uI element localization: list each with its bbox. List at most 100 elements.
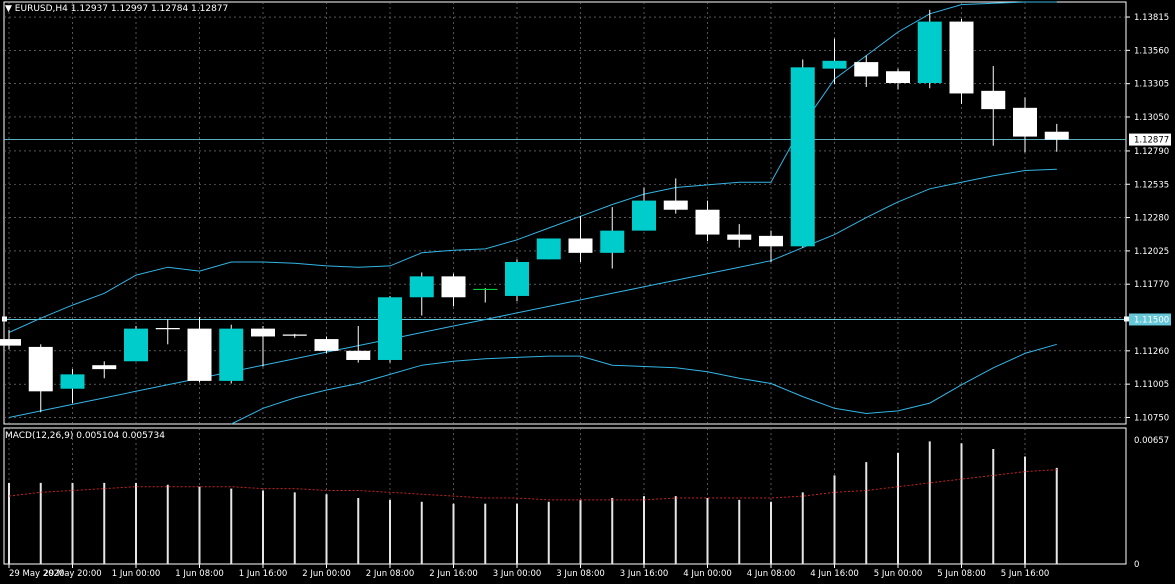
level-handle-right: [1124, 316, 1129, 322]
candle-body: [441, 276, 466, 298]
candle-body: [409, 276, 434, 298]
candle: [886, 68, 910, 90]
candle: [314, 336, 339, 354]
candle-body: [632, 200, 656, 231]
x-tick-label: 4 Jun 08:00: [747, 569, 796, 579]
bollinger-lower-line: [231, 343, 1057, 425]
y-tick-label: 1.10750: [1134, 413, 1169, 423]
candle-body: [251, 328, 275, 337]
candle-body: [124, 328, 148, 362]
x-tick-label: 2 Jun 00:00: [302, 569, 351, 579]
bollinger-upper-line: [8, 1, 1057, 333]
current-price-tag: [1129, 133, 1171, 146]
x-tick-label: 3 Jun 16:00: [620, 569, 669, 579]
y-tick-label: 1.12025: [1134, 247, 1169, 257]
candle-body: [1013, 107, 1037, 137]
candle-body: [536, 238, 561, 260]
x-tick-label: 3 Jun 08:00: [556, 569, 605, 579]
macd-values: 0.005104 0.005734: [76, 431, 165, 441]
candle-body: [92, 365, 117, 370]
candle-body: [346, 350, 371, 360]
candle-body: [28, 346, 53, 392]
candle: [790, 59, 815, 248]
level-handle-left: [2, 316, 7, 322]
candle-body: [886, 71, 910, 84]
y-tick-label: 1.12535: [1134, 180, 1169, 190]
x-tick-label: 29 May 2020: [9, 569, 64, 579]
candle-body: [568, 238, 593, 253]
candle-body: [60, 374, 85, 389]
x-tick-label: 2 Jun 08:00: [366, 569, 415, 579]
x-tick-label: 4 Jun 16:00: [810, 569, 859, 579]
x-tick-label: 3 Jun 00:00: [493, 569, 542, 579]
candle: [1044, 123, 1069, 152]
y-tick-label: 1.13815: [1134, 13, 1169, 23]
candle: [124, 326, 148, 362]
candle-body: [759, 235, 783, 247]
candle-body: [695, 209, 720, 235]
candle: [1013, 97, 1037, 153]
candle: [536, 238, 561, 260]
candle: [155, 319, 180, 345]
candle: [187, 316, 212, 383]
x-tick-label: 1 Jun 08:00: [175, 569, 224, 579]
candle-body: [790, 67, 815, 247]
price-panel-frame: [3, 1, 1127, 425]
macd-panel-frame: [3, 427, 1127, 565]
candle-body: [949, 21, 974, 94]
candle-body: [505, 261, 529, 296]
x-tick-label: 2 Jun 16:00: [429, 569, 478, 579]
candle-body: [600, 230, 625, 253]
y-tick-label: 1.13560: [1134, 46, 1169, 56]
symbol-label: EURUSD,H4: [14, 4, 68, 14]
macd-signal-line: [8, 469, 1057, 501]
current-price-label: 1.12877: [1134, 136, 1169, 146]
candle: [92, 361, 117, 379]
y-tick-label: 1.11005: [1134, 380, 1169, 390]
candle-body: [727, 234, 752, 240]
macd-y-tick-label: 0: [1134, 560, 1139, 570]
candle-body: [0, 339, 21, 346]
x-tick-label: 1 Jun 00:00: [112, 569, 161, 579]
candle: [505, 259, 529, 302]
candle: [759, 230, 783, 262]
symbol-header: ▼ EURUSD,H4 1.12937 1.12997 1.12784 1.12…: [5, 4, 228, 14]
macd-y-tick-label: 0.00657: [1134, 436, 1169, 446]
bollinger-middle-line: [8, 168, 1057, 418]
level-price-label: 1.11500: [1134, 315, 1169, 325]
candle-body: [1044, 131, 1069, 140]
candle-body: [917, 21, 942, 84]
candle: [28, 344, 53, 413]
candle: [441, 273, 466, 307]
dropdown-triangle-icon[interactable]: ▼: [5, 4, 12, 14]
candle: [854, 55, 879, 87]
candle: [473, 288, 498, 303]
candle: [600, 207, 625, 269]
y-tick-label: 1.12790: [1134, 147, 1169, 157]
candle: [251, 326, 275, 367]
x-tick-label: 5 Jun 00:00: [874, 569, 923, 579]
candle: [378, 295, 402, 363]
candle-body: [981, 90, 1006, 110]
candle-body: [822, 60, 847, 69]
candle: [60, 369, 85, 404]
y-tick-label: 1.13050: [1134, 113, 1169, 123]
macd-header: MACD(12,26,9) 0.005104 0.005734: [5, 431, 165, 441]
candle-body: [314, 339, 339, 351]
candle-body: [219, 328, 244, 381]
candle-body: [378, 297, 402, 360]
candle: [409, 272, 434, 316]
level-price-tag: [1129, 313, 1171, 326]
candle: [727, 224, 752, 248]
candle: [917, 9, 942, 89]
candle: [0, 329, 21, 350]
candle-body: [663, 200, 688, 210]
candle-body: [854, 62, 879, 77]
candle: [949, 18, 974, 104]
y-tick-label: 1.11770: [1134, 280, 1169, 290]
candle: [695, 200, 720, 242]
ohlc-values: 1.12937 1.12997 1.12784 1.12877: [70, 4, 229, 14]
x-tick-label: 1 Jun 16:00: [239, 569, 288, 579]
candle: [282, 333, 307, 338]
